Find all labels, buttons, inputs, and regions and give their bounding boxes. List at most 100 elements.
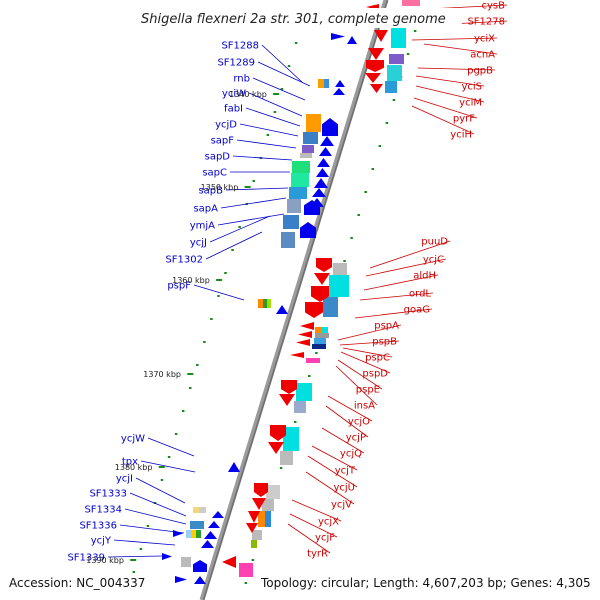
feature-block xyxy=(333,263,347,275)
reverse-gene-arrow xyxy=(304,200,320,215)
reverse-gene-arrow xyxy=(208,521,220,528)
leader-line xyxy=(193,284,245,301)
leader-line xyxy=(305,471,355,505)
leader-line xyxy=(257,61,311,87)
leader-line xyxy=(417,67,496,71)
gene-label-ycjD: ycjD xyxy=(215,120,237,131)
gene-label-pyrF: pyrF xyxy=(453,114,475,125)
gene-label-pgpB: pgpB xyxy=(467,66,493,77)
leader-line xyxy=(411,105,475,135)
leader-line xyxy=(291,499,342,522)
feature-block xyxy=(296,383,312,401)
gene-label-goaG: goaG xyxy=(404,305,430,316)
gene-label-pspB: pspB xyxy=(372,337,397,348)
feature-block xyxy=(315,327,322,333)
leader-line xyxy=(337,359,383,390)
forward-gene-arrow xyxy=(270,425,286,441)
reverse-gene-arrow xyxy=(322,118,338,136)
gene-label-SF1334: SF1334 xyxy=(84,505,122,516)
gene-label-sapA: sapA xyxy=(193,204,218,215)
feature-block xyxy=(258,299,263,308)
feature-block xyxy=(258,511,265,527)
gene-label-sapB: sapB xyxy=(198,186,223,197)
gene-label-pspC: pspC xyxy=(365,353,390,364)
leader-line xyxy=(337,324,402,341)
gene-label-aldH: aldH xyxy=(413,271,436,282)
accession-background xyxy=(4,573,154,591)
leader-line xyxy=(365,258,447,277)
leader-line xyxy=(423,43,498,55)
kbp-labels: 1340 kbp 1350 kbp 1360 kbp 1370 kbp 1380 kbp… xyxy=(86,90,280,565)
leader-line xyxy=(135,477,186,504)
feature-block xyxy=(281,232,295,248)
gene-arrows xyxy=(162,4,390,584)
forward-gene-arrow xyxy=(298,331,312,338)
gene-label-ycjQ: ycjQ xyxy=(340,449,362,460)
gene-label-SF1336: SF1336 xyxy=(79,521,117,532)
feature-block xyxy=(266,485,280,499)
gene-label-ordL: ordL xyxy=(409,289,431,300)
genome-summary-text: Topology: circular; Length: 4,607,203 bp… xyxy=(260,576,591,590)
leader-line xyxy=(119,524,185,534)
leader-line xyxy=(321,427,365,454)
leader-line xyxy=(339,340,400,346)
gene-label-tpx: tpx xyxy=(122,457,138,468)
gene-label-ycjX: ycjX xyxy=(318,517,339,528)
feature-blocks xyxy=(181,0,420,577)
forward-gene-arrow xyxy=(314,273,330,285)
gene-label-ycjO: ycjO xyxy=(348,417,370,428)
reverse-gene-arrow xyxy=(333,88,345,95)
map-title: Shigella flexneri 2a str. 301, complete … xyxy=(141,12,446,27)
feature-block xyxy=(186,530,191,538)
forward-gene-arrow xyxy=(374,30,388,42)
reverse-gene-arrow xyxy=(173,530,183,537)
feature-block xyxy=(283,427,299,451)
feature-block xyxy=(302,145,314,153)
leader-line xyxy=(325,405,369,438)
feature-block xyxy=(300,153,312,158)
leader-line xyxy=(359,292,434,301)
leader-line xyxy=(415,75,485,87)
leader-line xyxy=(140,460,196,473)
reverse-gene-arrow xyxy=(212,511,224,518)
gene-label-yciM: yciM xyxy=(459,98,482,109)
leader-line xyxy=(342,347,393,358)
leader-line xyxy=(239,123,299,137)
feature-block xyxy=(391,26,406,48)
accession-text: Accession: NC_004337 xyxy=(9,576,145,590)
feature-block xyxy=(252,530,262,540)
gene-label-ycjF: ycjF xyxy=(315,533,335,544)
leader-line xyxy=(413,97,478,119)
leader-line xyxy=(248,92,303,117)
leader-line xyxy=(411,37,498,41)
feature-block xyxy=(239,563,253,577)
leader-line xyxy=(289,513,338,538)
gene-label-SF1289: SF1289 xyxy=(217,58,255,69)
gene-label-pspE: pspE xyxy=(356,385,380,396)
reverse-gene-arrow xyxy=(312,188,326,197)
forward-gene-arrow xyxy=(290,352,304,358)
reverse-gene-arrow xyxy=(194,576,206,584)
reverse-gene-arrow xyxy=(316,168,329,177)
gene-label-ycjP: ycjP xyxy=(346,433,366,444)
kbp-tick-label: 1340 kbp xyxy=(229,90,267,99)
feature-block xyxy=(312,344,326,349)
feature-block xyxy=(402,0,420,6)
reverse-gene-arrow xyxy=(300,222,316,238)
feature-block xyxy=(190,521,204,529)
forward-gene-arrow xyxy=(311,286,329,302)
kbp-tick-label: 1380 kbp xyxy=(115,463,153,472)
kbp-tick-label: 1360 kbp xyxy=(172,276,210,285)
gene-label-tyrR: tyrR xyxy=(307,549,328,560)
forward-gene-arrow xyxy=(300,322,314,330)
forward-gene-arrow xyxy=(370,84,383,93)
leader-line xyxy=(327,395,373,422)
feature-block xyxy=(181,557,191,567)
leader-line xyxy=(205,231,263,260)
feature-block xyxy=(283,215,299,229)
forward-gene-arrow xyxy=(252,498,266,510)
feature-block xyxy=(303,132,318,144)
feature-block xyxy=(294,401,306,413)
leader-line xyxy=(311,445,358,471)
leader-line xyxy=(363,274,439,291)
